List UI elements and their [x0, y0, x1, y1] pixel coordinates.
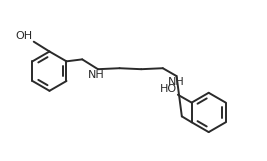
Text: OH: OH: [16, 31, 33, 41]
Text: NH: NH: [88, 70, 104, 80]
Text: NH: NH: [168, 77, 185, 87]
Text: HO: HO: [160, 84, 177, 94]
